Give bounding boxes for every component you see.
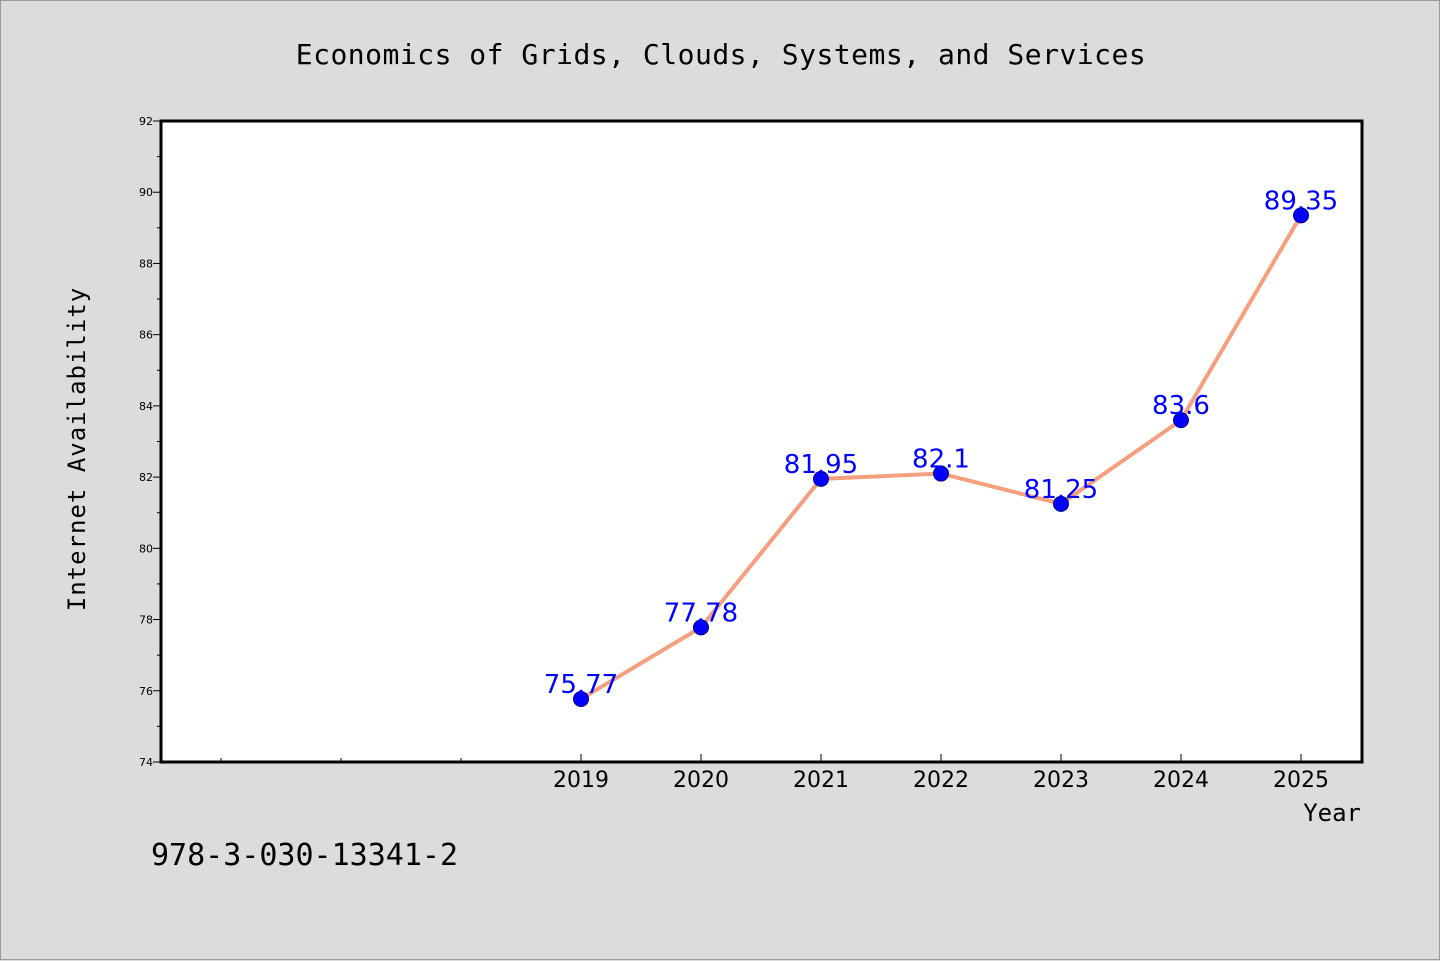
data-label: 81.25 <box>1024 475 1098 505</box>
y-tick-label: 74 <box>139 756 153 769</box>
x-axis-label: Year <box>1303 799 1361 827</box>
data-point <box>1053 495 1069 512</box>
footer-code: 978-3-030-13341-2 <box>151 838 458 873</box>
x-tick-label: 2022 <box>913 768 969 793</box>
data-label: 89.35 <box>1264 186 1338 216</box>
data-label: 75.77 <box>544 670 618 700</box>
data-point <box>1173 412 1189 429</box>
data-point <box>813 470 829 487</box>
x-tick-label: 2025 <box>1273 768 1329 793</box>
data-label: 83.6 <box>1152 391 1210 421</box>
x-tick-label: 2023 <box>1033 768 1089 793</box>
x-tick-label: 2020 <box>673 768 729 793</box>
y-tick-label: 82 <box>139 471 153 484</box>
data-label: 82.1 <box>912 445 970 475</box>
data-label: 77.78 <box>664 598 738 628</box>
x-tick-label: 2021 <box>793 768 849 793</box>
y-tick-label: 88 <box>139 257 153 270</box>
x-axis: 2019 2020 2021 2022 2023 2024 2025 <box>220 754 1329 793</box>
y-axis: 74 76 78 80 82 84 86 88 90 92 <box>139 115 161 769</box>
chart-title: Economics of Grids, Clouds, Systems, and… <box>296 38 1147 71</box>
x-tick-label: 2019 <box>553 768 609 793</box>
y-tick-label: 80 <box>139 542 153 555</box>
y-tick-label: 76 <box>139 685 153 698</box>
data-point <box>693 619 709 636</box>
series <box>573 207 1309 707</box>
plot-area <box>159 119 1364 764</box>
y-tick-label: 92 <box>139 115 153 128</box>
y-tick-label: 84 <box>139 400 153 413</box>
y-tick-label: 78 <box>139 614 153 627</box>
x-tick-label: 2024 <box>1153 768 1209 793</box>
data-point <box>933 465 949 482</box>
y-tick-label: 86 <box>139 329 153 342</box>
data-point <box>573 690 589 707</box>
y-tick-label: 90 <box>139 186 153 199</box>
data-label: 81.95 <box>784 450 858 480</box>
y-axis-label: Internet Availability <box>63 287 91 611</box>
data-point <box>1293 207 1309 224</box>
data-labels: 75.77 77.78 81.95 82.1 81.25 83.6 89.35 <box>544 186 1338 700</box>
